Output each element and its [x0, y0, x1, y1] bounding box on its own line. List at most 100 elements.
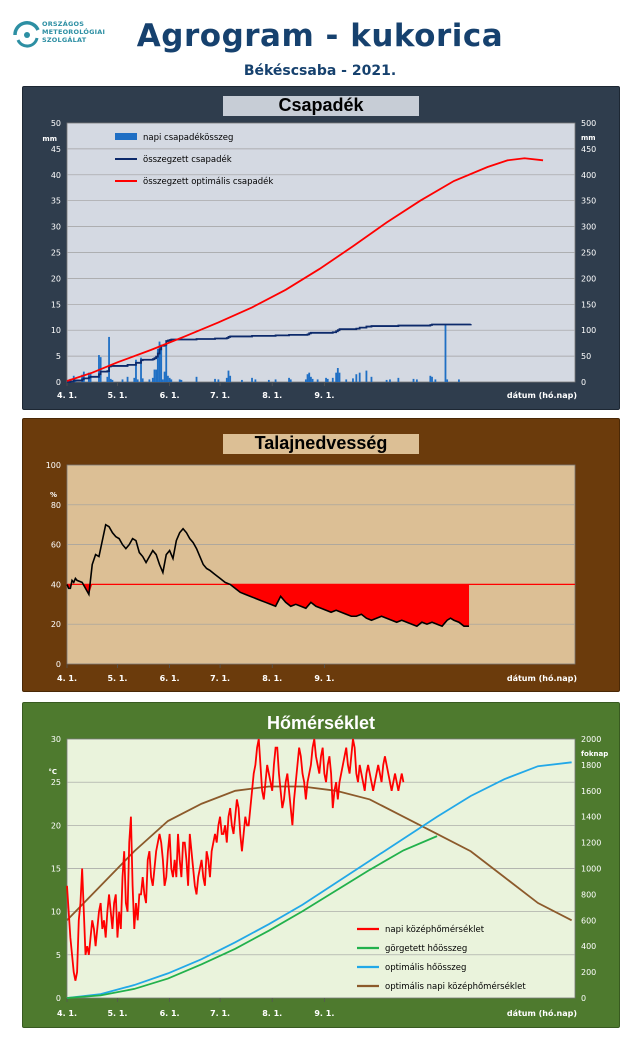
precip-bar	[446, 379, 449, 382]
logo-icon	[13, 21, 40, 48]
y-tick-label: 0	[56, 660, 61, 669]
precip-bar	[254, 379, 257, 382]
y2-tick-label: 200	[581, 274, 596, 283]
precip-bar	[304, 379, 307, 382]
precip-bar	[326, 378, 329, 382]
y-tick-label: 40	[51, 171, 61, 180]
precip-bar	[352, 378, 354, 382]
precip-bar	[289, 379, 292, 382]
page-subtitle: Békéscsaba - 2021.	[243, 63, 397, 79]
legend-label: összegzett optimális csapadék	[143, 176, 273, 187]
legend-label: görgetett hőösszeg	[385, 944, 467, 954]
precip-bar	[121, 379, 124, 382]
precip-bar	[306, 374, 309, 382]
precip-bar	[336, 368, 339, 382]
y2-tick-label: 150	[581, 300, 596, 309]
precip-bar	[338, 372, 341, 382]
y2-tick-label: 200	[581, 968, 596, 977]
precip-bar	[311, 378, 314, 382]
y2-tick-label: 500	[581, 119, 596, 128]
y-tick-label: 20	[51, 620, 61, 629]
x-axis-label: dátum (hó.nap)	[507, 1008, 577, 1018]
y2-tick-label: 600	[581, 916, 596, 925]
y-tick-label: 15	[51, 300, 61, 309]
precip-bar	[458, 379, 460, 382]
precip-bar	[168, 377, 171, 382]
precip-bar	[109, 378, 112, 382]
precip-bar	[434, 379, 437, 382]
y2-tick-label: 300	[581, 223, 596, 232]
precip-bar	[241, 379, 243, 382]
precip-bar	[308, 372, 311, 382]
y2-tick-label: 1200	[581, 839, 601, 848]
precip-bar	[148, 379, 151, 382]
y-tick-label: 20	[51, 274, 61, 283]
plot-area	[66, 464, 576, 665]
precip-bar	[331, 377, 334, 382]
precip-bar	[214, 378, 216, 382]
x-tick-label: 5. 1.	[107, 391, 127, 400]
y2-tick-label: 1000	[581, 865, 601, 874]
cumulative-precip-line	[67, 323, 472, 383]
y2-tick-label: 2000	[581, 735, 601, 744]
precip-bar	[133, 377, 136, 382]
precip-bar	[178, 379, 181, 382]
page-header: ORSZÁGOS METEOROLÓGIAI SZOLGÁLAT Agrogra…	[0, 0, 640, 86]
x-tick-label: 4. 1.	[57, 674, 77, 683]
daily-mean-temp-line	[66, 738, 405, 981]
y-tick-label: 100	[46, 461, 61, 470]
chart-title: Csapadék	[278, 95, 364, 115]
precip-bar	[136, 379, 139, 382]
precip-bar	[108, 336, 110, 382]
temperature-panel: Hőmérséklet 0 5 10 15 20 25 30 °C 0 200 400 600 800 10…	[22, 702, 620, 1028]
precip-bar	[335, 372, 338, 382]
precip-bar	[288, 377, 290, 382]
soil-moisture-chart: Talajnedvesség 0 20 40 60 80 100% 4. 1. 5. 1. 6. …	[46, 433, 577, 683]
x-tick-label: 7. 1.	[210, 1009, 230, 1018]
chart-title-background	[223, 434, 419, 454]
legend-label: napi középhőmérséklet	[385, 924, 485, 935]
legend-label: összegzett csapadék	[143, 154, 232, 165]
precip-bar	[345, 379, 348, 382]
precip-bar	[274, 379, 277, 382]
y2-tick-label: 400	[581, 942, 596, 951]
precip-bar	[180, 379, 183, 382]
precip-bar	[153, 369, 156, 382]
optimal-heat-sum-line	[66, 761, 572, 999]
y2-tick-label: 450	[581, 145, 596, 154]
y-tick-label: 30	[51, 735, 61, 744]
precip-bar	[316, 379, 319, 382]
precip-bar	[412, 378, 415, 382]
y2-tick-label: 350	[581, 197, 596, 206]
x-tick-label: 5. 1.	[107, 674, 127, 683]
y-tick-label: 50	[51, 119, 61, 128]
y-tick-label: 45	[51, 145, 61, 154]
precip-bar	[140, 357, 142, 382]
precip-bar	[251, 377, 253, 382]
y-tick-label: 20	[51, 821, 61, 830]
y2-tick-label: 0	[581, 378, 586, 387]
y2-tick-label: 1600	[581, 787, 601, 796]
page-title: Agrogram - kukorica	[136, 18, 504, 54]
precip-bar	[161, 379, 164, 382]
precip-bar	[355, 374, 358, 382]
soil-moisture-line	[66, 523, 470, 628]
precip-bar	[358, 372, 361, 382]
y2-tick-label: 100	[581, 326, 596, 335]
precip-bar	[81, 374, 84, 382]
y-tick-label: 25	[51, 778, 61, 787]
y2-tick-label: 50	[581, 352, 591, 361]
precip-bar	[217, 379, 220, 382]
legend-label: napi csapadékösszeg	[143, 132, 233, 143]
y-tick-label: 60	[51, 541, 61, 550]
precip-bar	[167, 375, 169, 382]
precip-bar	[160, 344, 163, 382]
precip-bar	[82, 371, 85, 382]
y-tick-label: 5	[56, 352, 61, 361]
y2-unit-label: mm	[581, 134, 596, 142]
precip-bar	[225, 377, 228, 382]
x-tick-label: 4. 1.	[57, 391, 77, 400]
precip-bar	[385, 379, 388, 382]
precip-bar	[106, 376, 109, 382]
y2-tick-label: 0	[581, 994, 586, 1003]
